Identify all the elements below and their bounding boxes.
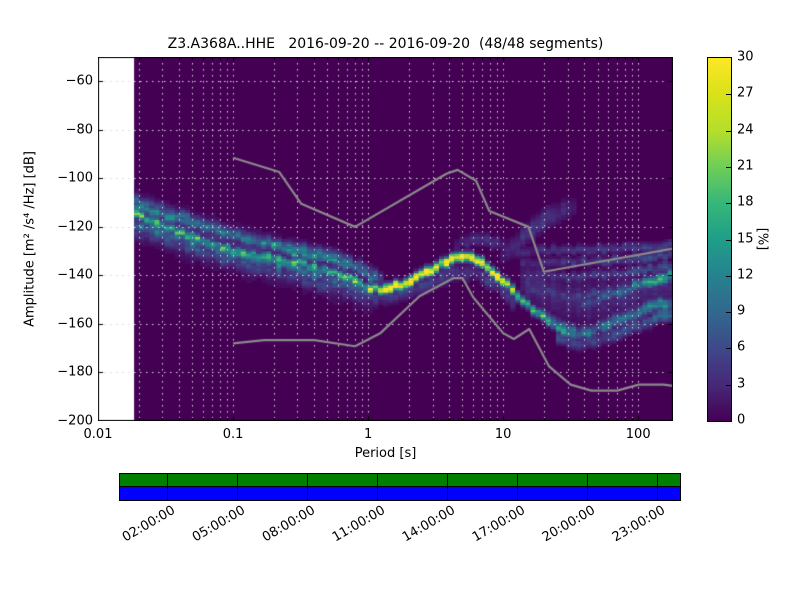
x-axis-label: Period [s] xyxy=(354,446,417,461)
colorbar-tick-label: 0 xyxy=(737,412,746,428)
colorbar-tick-mark xyxy=(726,240,731,241)
colorbar-tick-mark xyxy=(726,131,731,132)
time-axis-label: 08:00:00 xyxy=(260,503,319,546)
colorbar-tick-label: 18 xyxy=(737,194,754,210)
colorbar-tick-label: 21 xyxy=(737,158,754,174)
ppsd-heatmap-canvas xyxy=(98,57,673,421)
coverage-tick xyxy=(447,487,448,500)
coverage-tick xyxy=(307,487,308,500)
coverage-tick xyxy=(167,487,168,500)
colorbar-tick-label: 30 xyxy=(737,49,754,65)
colorbar-tick-mark xyxy=(726,203,731,204)
y-tick-label: −80 xyxy=(65,122,93,138)
colorbar-tick-label: 15 xyxy=(737,231,754,246)
colorbar-tick-mark xyxy=(726,94,731,95)
y-tick-label: −60 xyxy=(65,73,93,89)
coverage-tick xyxy=(587,487,588,500)
coverage-tick xyxy=(307,474,308,486)
coverage-tick xyxy=(517,474,518,486)
coverage-tick xyxy=(167,474,168,486)
time-axis-label: 23:00:00 xyxy=(610,503,669,546)
y-tick-label: −180 xyxy=(57,364,93,380)
y-tick-label: −120 xyxy=(57,219,93,235)
coverage-tick xyxy=(447,474,448,486)
coverage-tick xyxy=(587,474,588,486)
colorbar-tick-mark xyxy=(726,167,731,168)
coverage-tick xyxy=(517,487,518,500)
coverage-tick xyxy=(237,474,238,486)
time-axis-label: 20:00:00 xyxy=(540,503,599,546)
colorbar-tick-label: 24 xyxy=(737,122,754,138)
colorbar-tick-mark xyxy=(726,312,731,313)
colorbar-tick-label: 9 xyxy=(737,303,746,319)
time-axis-label: 11:00:00 xyxy=(330,503,389,546)
colorbar-tick-label: 3 xyxy=(737,376,746,392)
colorbar xyxy=(707,57,732,422)
coverage-bar xyxy=(119,473,681,501)
time-axis-label: 05:00:00 xyxy=(190,503,249,546)
x-tick-label: 1 xyxy=(363,427,373,442)
time-axis-label: 14:00:00 xyxy=(400,503,459,546)
colorbar-tick-mark xyxy=(726,385,731,386)
y-tick-label: −140 xyxy=(57,267,93,283)
x-tick-label: 10 xyxy=(494,427,512,442)
coverage-tick xyxy=(377,487,378,500)
coverage-tick xyxy=(657,474,658,486)
coverage-tick xyxy=(377,474,378,486)
x-tick-label: 0.01 xyxy=(83,427,113,442)
coverage-bar-green xyxy=(120,474,680,486)
time-axis-label: 02:00:00 xyxy=(120,503,179,546)
y-tick-label: −160 xyxy=(57,316,93,332)
y-tick-label: −200 xyxy=(57,413,93,429)
y-tick-label: −100 xyxy=(57,170,93,186)
plot-title: Z3.A368A..HHE 2016-09-20 -- 2016-09-20 (… xyxy=(167,36,604,52)
colorbar-tick-label: 6 xyxy=(737,339,746,355)
colorbar-tick-label: 27 xyxy=(737,85,754,101)
time-axis-label: 17:00:00 xyxy=(470,503,529,546)
colorbar-tick-label: 12 xyxy=(737,267,754,283)
x-tick-label: 100 xyxy=(625,427,651,442)
coverage-tick xyxy=(657,487,658,500)
x-tick-label: 0.1 xyxy=(222,427,244,442)
colorbar-tick-mark xyxy=(726,276,731,277)
coverage-tick xyxy=(237,487,238,500)
colorbar-tick-mark xyxy=(726,348,731,349)
y-axis-label: Amplitude [m² /s⁴ /Hz] [dB] xyxy=(22,151,38,327)
colorbar-unit-label: [%] xyxy=(754,227,770,251)
coverage-bar-blue xyxy=(120,487,680,500)
